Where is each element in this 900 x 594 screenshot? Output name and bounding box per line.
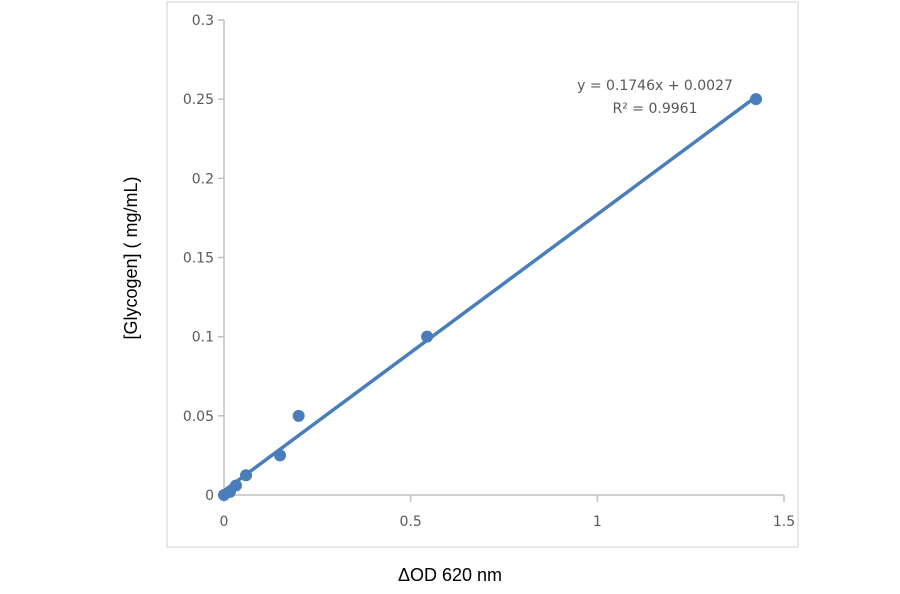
y-tick-label: 0.2: [192, 171, 214, 187]
y-axis: 0 0.05 0.1 0.15 0.2 0.25 0.3: [183, 13, 225, 504]
y-tick-label: 0.1: [192, 330, 214, 346]
x-axis-title: ΔOD 620 nm: [398, 565, 502, 585]
data-point: [750, 93, 762, 106]
y-axis-title: [Glycogen] ( mg/mL): [121, 176, 141, 339]
x-tick-label: 1.5: [773, 514, 795, 530]
trendline: [222, 95, 758, 493]
data-point: [274, 449, 286, 462]
x-tick-label: 0: [220, 514, 229, 530]
data-point: [292, 409, 305, 422]
data-points: [218, 93, 762, 501]
y-tick-label: 0.05: [183, 409, 214, 425]
y-tick-label: 0.25: [183, 92, 214, 108]
data-point: [229, 479, 242, 492]
y-tick-label: 0: [205, 488, 214, 504]
y-tick-label: 0.15: [183, 251, 214, 267]
trendline-equation: y = 0.1746x + 0.0027: [577, 78, 733, 94]
x-tick-label: 1: [593, 514, 602, 530]
y-tick-label: 0.3: [192, 13, 214, 29]
r-squared-label: R² = 0.9961: [613, 101, 698, 117]
x-axis: 0 0.5 1 1.5: [220, 494, 795, 530]
data-point: [421, 330, 434, 343]
x-tick-label: 0.5: [400, 514, 422, 530]
data-point: [240, 469, 253, 482]
